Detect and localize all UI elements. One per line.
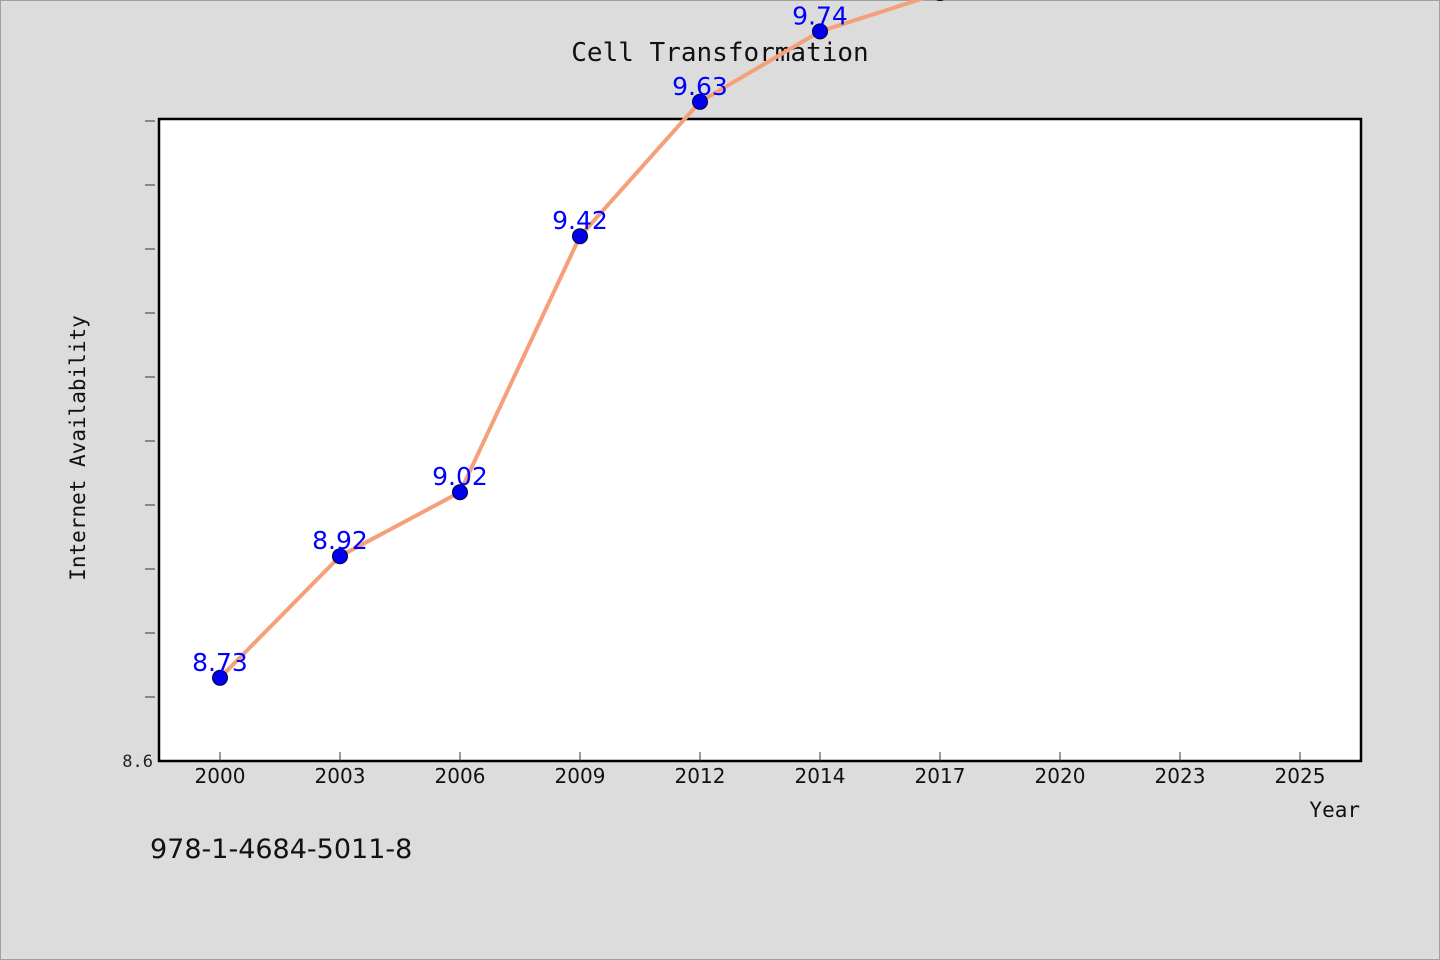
data-label: 8.73 — [192, 648, 248, 677]
x-tick-label: 2009 — [555, 764, 606, 788]
y-axis-ticks: 8.6 — [122, 120, 155, 772]
data-point — [332, 548, 348, 565]
y-axis-label: Internet Availability — [66, 315, 90, 581]
isbn-text: 978-1-4684-5011-8 — [150, 834, 413, 865]
data-point — [936, 0, 944, 1]
plot-area — [157, 117, 1363, 763]
x-tick-label: 2017 — [915, 764, 966, 788]
series-layer: 8.738.929.029.429.639.749.810.2110.1810.… — [192, 0, 944, 686]
x-tick-label: 2012 — [675, 764, 726, 788]
data-point — [452, 484, 468, 501]
x-tick-label: 2020 — [1035, 764, 1086, 788]
data-point — [692, 93, 708, 110]
data-label: 9.63 — [672, 72, 728, 101]
x-tick-label: 2003 — [315, 764, 366, 788]
x-tick-label: 2025 — [1275, 764, 1326, 788]
data-point — [212, 669, 228, 686]
x-tick-label: 2023 — [1155, 764, 1206, 788]
x-axis-label: Year — [1309, 798, 1360, 822]
data-label: 8.92 — [312, 526, 368, 555]
y-tick-label: 8.6 — [122, 752, 153, 772]
x-tick-label: 2014 — [795, 764, 846, 788]
x-tick-label: 2000 — [195, 764, 246, 788]
x-tick-label: 2006 — [435, 764, 486, 788]
data-label: 9.02 — [432, 462, 488, 491]
x-axis-ticks: 2000 2003 2006 2009 2012 2014 2017 2020 2023 2025 — [195, 752, 1326, 788]
data-point — [572, 228, 588, 245]
data-label: 9.74 — [792, 1, 848, 30]
chart-title: Cell Transformation — [571, 38, 868, 68]
data-label: 9.42 — [552, 206, 608, 235]
series-line — [218, 0, 925, 680]
data-point — [812, 23, 828, 40]
